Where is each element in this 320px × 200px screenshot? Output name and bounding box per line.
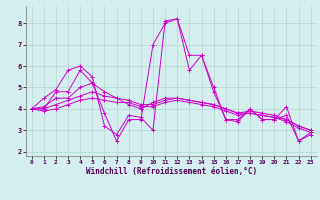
X-axis label: Windchill (Refroidissement éolien,°C): Windchill (Refroidissement éolien,°C) — [86, 167, 257, 176]
